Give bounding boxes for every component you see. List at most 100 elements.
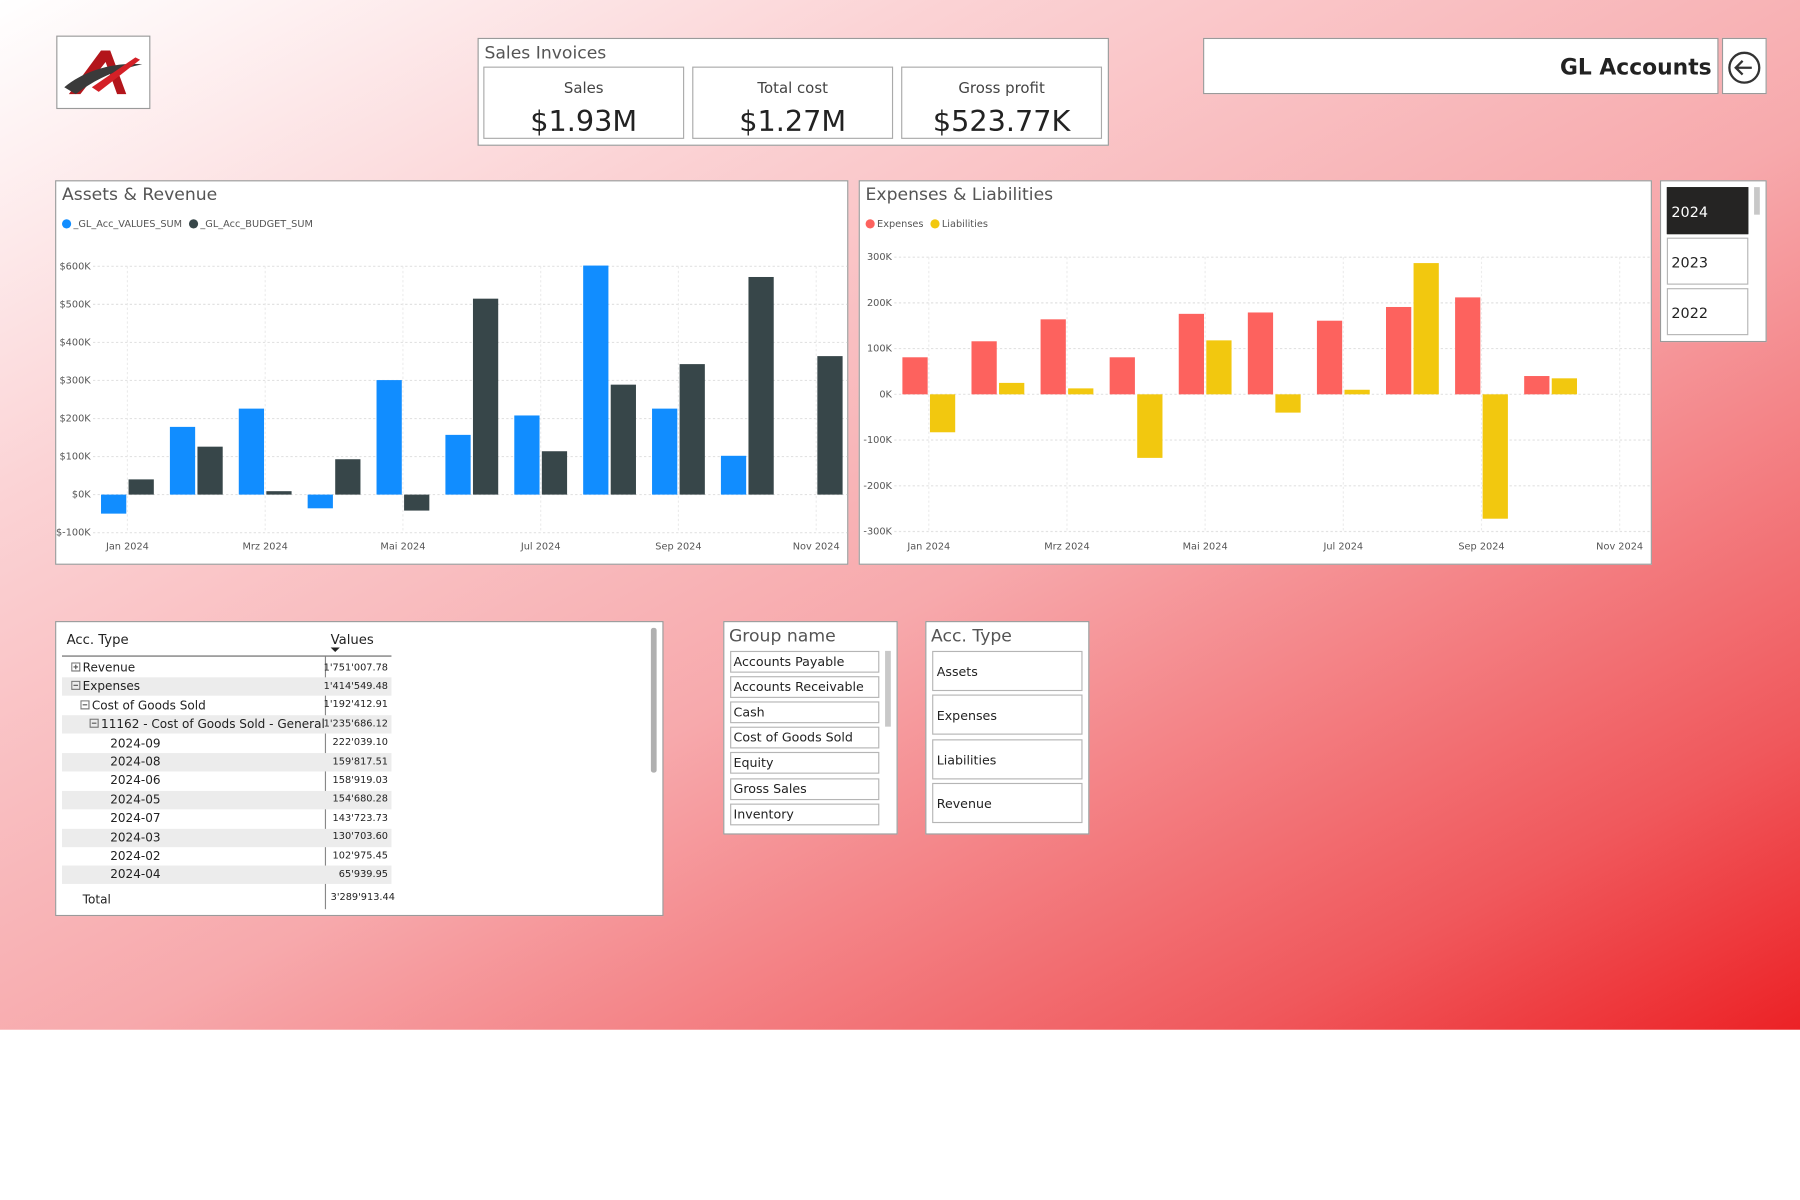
logo-swoosh: [64, 63, 143, 95]
x-tick-label: Sep 2024: [1458, 541, 1504, 552]
year-option[interactable]: 2022: [1666, 288, 1749, 336]
bar: [1206, 340, 1232, 395]
total-value: 3'289'913.44: [330, 891, 395, 904]
legend-label: _GL_Acc_BUDGET_SUM: [199, 219, 312, 230]
kpi-value: $1.93M: [530, 104, 638, 138]
type-option[interactable]: Revenue: [932, 783, 1083, 824]
row-label: 2024-05: [110, 793, 161, 807]
bar: [514, 415, 540, 495]
bar: [679, 364, 705, 495]
icon-box: [89, 718, 99, 729]
row-value: 222'039.10: [332, 737, 389, 749]
bar: [1247, 312, 1274, 395]
scrollbar: [885, 650, 891, 727]
bar: [1068, 388, 1094, 395]
y-tick-label: 200K: [867, 298, 893, 309]
bar: [197, 446, 223, 495]
kpi-label: Sales: [563, 80, 604, 98]
kpi-card: Gross profit $523.77K: [901, 66, 1103, 139]
bar: [610, 384, 636, 495]
logo-mark: [64, 50, 143, 95]
group-option[interactable]: Equity: [730, 752, 880, 775]
bar: [1551, 378, 1577, 395]
scrollbar: [1754, 187, 1760, 215]
slicer-title: Group name: [728, 625, 836, 647]
row-label: 2024-04: [110, 868, 161, 883]
type-option[interactable]: Expenses: [932, 694, 1083, 736]
column-divider: [324, 656, 327, 910]
row-label: 2024-08: [110, 755, 161, 770]
group-option[interactable]: Accounts Payable: [730, 650, 880, 673]
y-tick-label: $200K: [59, 414, 91, 425]
bar: [445, 434, 471, 495]
group-option[interactable]: Cost of Goods Sold: [730, 726, 880, 749]
bar: [720, 455, 747, 495]
bar: [583, 265, 609, 495]
type-option[interactable]: Liabilities: [932, 739, 1083, 780]
bar: [817, 356, 843, 495]
row-label: 11162 - Cost of Goods Sold - General: [101, 717, 325, 732]
legend-swatch: [61, 219, 72, 229]
year-option[interactable]: 2023: [1666, 237, 1749, 285]
expand-icon: [80, 700, 90, 710]
bar: [404, 494, 430, 511]
logo: [56, 35, 151, 110]
back-icon: [1728, 51, 1761, 84]
row-value: 158'919.03: [332, 774, 389, 787]
group-option[interactable]: Inventory: [730, 803, 880, 825]
row-value: 1'192'412.91: [323, 699, 389, 711]
group-option[interactable]: Accounts Receivable: [730, 676, 880, 699]
table-row: 2024-07 143'723.73: [62, 810, 391, 828]
table-row: 11162 - Cost of Goods Sold - General 1'23…: [61, 715, 392, 734]
chart: Assets & Revenue _GL_Acc_VALUES_SUM _GL_Ac…: [56, 185, 848, 552]
group-option[interactable]: Gross Sales: [730, 777, 880, 800]
y-tick-label: 100K: [867, 344, 893, 355]
scrollbar: [650, 627, 657, 773]
row-value: 1'235'686.12: [323, 718, 389, 730]
y-tick-label: -100K: [863, 435, 892, 446]
legend-swatch: [865, 219, 875, 229]
bar: [266, 491, 292, 495]
row-value: 130'703.60: [332, 831, 389, 843]
y-tick-label: 300K: [867, 252, 893, 263]
x-tick-label: Sep 2024: [655, 541, 701, 552]
table-row: 2024-06 158'919.03: [62, 772, 391, 790]
icon-box: [80, 700, 90, 710]
row-value: 102'975.45: [332, 850, 389, 862]
bar: [335, 459, 361, 495]
bar: [1040, 319, 1066, 395]
row-label: 2024-07: [110, 811, 161, 826]
kpi-card: Total cost $1.27M: [692, 66, 894, 139]
chart-title: Expenses & Liabilities: [866, 185, 1054, 205]
row-label: Expenses: [82, 680, 141, 694]
x-tick-label: Jul 2024: [520, 541, 561, 552]
bar: [1275, 394, 1301, 413]
x-tick-label: Mai 2024: [380, 541, 425, 552]
type-slicer: Acc. Type Assets Expenses Liabilities Reven…: [925, 621, 1090, 835]
table-row: 2024-02 102'975.45: [62, 847, 391, 865]
bar: [999, 382, 1025, 395]
row-value: 1'414'549.48: [323, 680, 389, 693]
year-option[interactable]: 2024: [1666, 187, 1749, 235]
page-title-box: GL Accounts: [1203, 37, 1719, 95]
expand-icon: [71, 681, 81, 691]
table-row: Expenses 1'414'549.48: [61, 677, 392, 697]
bar: [1316, 320, 1343, 395]
group-option[interactable]: Cash: [730, 701, 880, 724]
chart-title: Assets & Revenue: [62, 185, 217, 205]
table-row: 2024-05 154'680.28: [61, 790, 392, 810]
column-header: Acc. Type: [66, 631, 129, 648]
kpi-card: Sales $1.93M: [483, 66, 685, 139]
bar: [929, 394, 956, 433]
expand-icon: [71, 662, 81, 672]
table-row: 2024-04 65'939.95: [61, 866, 392, 885]
bar: [169, 426, 196, 495]
icon-box: [71, 681, 81, 691]
back-circle: [1728, 51, 1761, 84]
y-tick-label: $100K: [59, 452, 91, 463]
type-option[interactable]: Assets: [932, 650, 1083, 692]
bar: [971, 341, 997, 395]
kpi-panel: Sales Invoices Sales $1.93M Total cost $1.2…: [477, 37, 1109, 146]
row-label: 2024-06: [110, 774, 161, 788]
back-button[interactable]: [1721, 37, 1767, 95]
